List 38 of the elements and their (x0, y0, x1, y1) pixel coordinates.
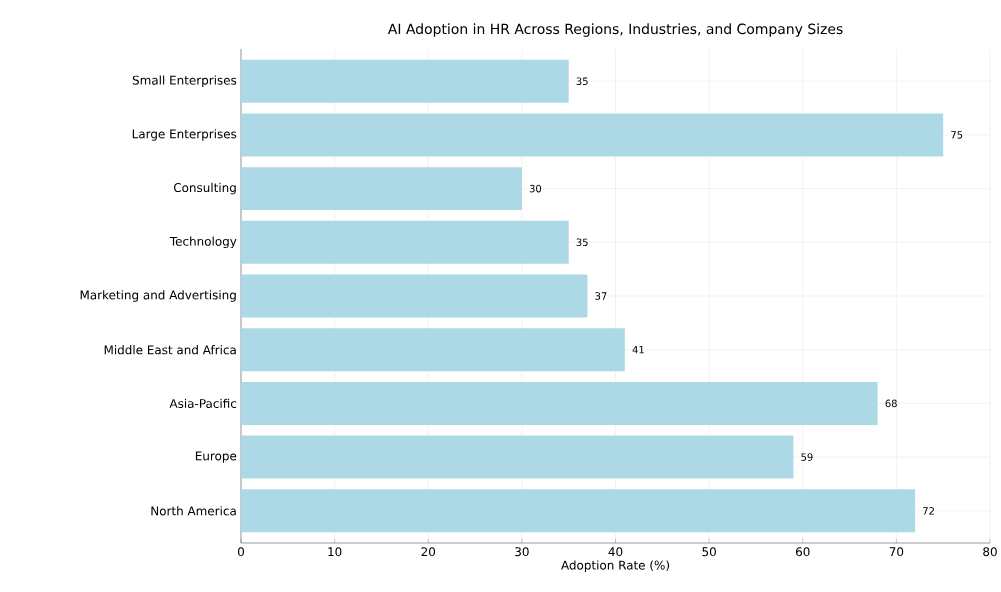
y-tick-label: Small Enterprises (132, 75, 237, 88)
y-tick-label: Large Enterprises (132, 129, 237, 141)
bar (241, 274, 588, 318)
bar (241, 113, 944, 157)
y-tick-label: Middle East and Africa (104, 345, 236, 355)
x-tick-label: 30 (515, 547, 529, 557)
x-tick-label: 70 (889, 547, 904, 557)
x-tick-label: 0 (237, 547, 245, 557)
data-label: 35 (576, 77, 588, 85)
data-label: 72 (923, 507, 934, 515)
bar (241, 328, 625, 372)
data-label: 68 (885, 399, 897, 408)
data-label: 30 (529, 184, 542, 193)
data-label: 59 (801, 453, 813, 461)
bar (241, 220, 569, 264)
chart-title: AI Adoption in HR Across Regions, Industries, and Company Sizes (387, 23, 843, 37)
y-tick-label: Europe (195, 451, 237, 463)
x-tick-label: 80 (983, 547, 997, 557)
data-label: 35 (576, 238, 588, 247)
bar (241, 435, 794, 479)
y-tick-label: Technology (169, 236, 237, 249)
x-axis-title: Adoption Rate (%) (561, 560, 670, 572)
bar (241, 381, 878, 425)
data-label: 41 (632, 346, 644, 354)
y-tick-label: North America (151, 506, 236, 516)
bar (241, 167, 522, 211)
x-tick-label: 60 (795, 547, 810, 557)
bar (241, 489, 916, 533)
x-tick-label: 50 (702, 547, 716, 557)
x-tick-label: 10 (328, 547, 342, 557)
y-tick-label: Consulting (173, 182, 236, 195)
x-tick-label: 20 (421, 547, 436, 557)
data-label: 37 (595, 292, 607, 300)
data-label: 75 (951, 131, 963, 139)
x-tick-label: 40 (608, 547, 623, 557)
bar (241, 59, 569, 103)
y-tick-label: Asia-Pacific (169, 398, 237, 409)
y-tick-label: Marketing and Advertising (80, 290, 236, 302)
